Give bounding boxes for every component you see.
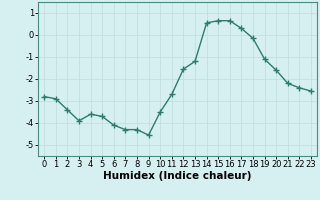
X-axis label: Humidex (Indice chaleur): Humidex (Indice chaleur): [103, 171, 252, 181]
